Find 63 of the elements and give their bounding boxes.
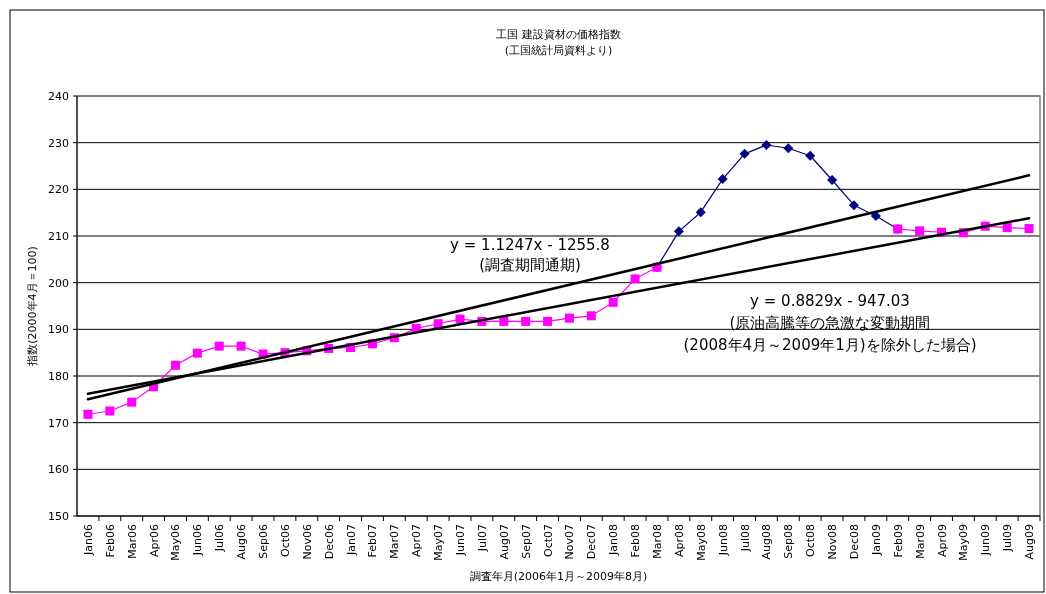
x-tick-label: Feb07: [366, 524, 380, 558]
annotation: y = 1.1247x - 1255.8: [450, 236, 610, 254]
annotation: y = 0.8829x - 947.03: [750, 292, 910, 310]
y-tick-label: 190: [48, 323, 69, 337]
x-tick-label: Mar09: [913, 524, 927, 559]
x-tick-label: Sep07: [519, 524, 533, 559]
x-tick-label: Apr07: [410, 524, 424, 558]
x-tick-label: Jun06: [191, 524, 205, 557]
x-tick-label: May08: [694, 524, 708, 561]
x-tick-label: May07: [432, 524, 446, 561]
x-tick-label: May06: [169, 524, 183, 561]
x-tick-label: Jul08: [738, 524, 752, 553]
y-tick-label: 210: [48, 229, 69, 243]
x-tick-label: Feb06: [103, 524, 117, 558]
x-tick-label: Dec08: [847, 524, 861, 560]
x-tick-label: Feb09: [891, 524, 905, 558]
annotation: (調査期間通期): [479, 256, 581, 274]
x-axis-title: 調査年月(2006年1月～2009年8月): [469, 570, 648, 583]
x-tick-label: Jul07: [475, 524, 489, 553]
x-tick-label: Dec06: [322, 524, 336, 560]
annotation: (2008年4月～2009年1月)を除外した場合): [683, 336, 977, 354]
y-tick-label: 170: [48, 416, 69, 430]
x-tick-label: Jan07: [344, 524, 358, 556]
x-tick-label: Aug07: [497, 524, 511, 560]
x-tick-label: Jul06: [213, 524, 227, 553]
x-tick-label: Nov08: [826, 524, 840, 560]
x-tick-label: Aug09: [1023, 524, 1037, 560]
x-tick-label: Oct07: [541, 524, 555, 558]
x-tick-label: Dec07: [585, 524, 599, 560]
y-tick-label: 230: [48, 136, 69, 150]
x-tick-label: Oct08: [804, 524, 818, 558]
x-tick-label: Jun08: [716, 524, 730, 557]
x-tick-label: Apr06: [147, 524, 161, 558]
y-tick-label: 220: [48, 183, 69, 197]
x-tick-label: Mar08: [650, 524, 664, 559]
y-tick-label: 150: [48, 509, 69, 523]
x-tick-label: Sep08: [782, 524, 796, 559]
chart-title: 工国 建設資材の価格指数: [496, 28, 621, 41]
x-tick-label: Aug06: [235, 524, 249, 560]
x-tick-label: Feb08: [629, 524, 643, 558]
x-tick-label: Apr09: [935, 524, 949, 558]
y-axis-title: 指数(2000年4月＝100): [26, 246, 39, 367]
y-tick-label: 160: [48, 463, 69, 477]
annotation: (原油高騰等の急激な変動期間: [729, 314, 931, 332]
x-tick-label: Jan09: [869, 524, 883, 556]
chart-subtitle: (工国統計局資料より): [504, 44, 613, 57]
y-tick-label: 180: [48, 369, 69, 383]
x-tick-label: Jan06: [81, 524, 95, 556]
x-tick-label: May09: [957, 524, 971, 561]
x-tick-label: Mar07: [388, 524, 402, 559]
x-tick-label: Jun07: [454, 524, 468, 557]
x-tick-label: Jan08: [607, 524, 621, 556]
x-tick-label: Mar06: [125, 524, 139, 559]
y-tick-label: 240: [48, 89, 69, 103]
x-tick-label: Jul09: [1001, 524, 1015, 553]
x-tick-label: Aug08: [760, 524, 774, 560]
x-tick-label: Jun09: [979, 524, 993, 557]
x-tick-label: Nov07: [563, 524, 577, 560]
y-tick-label: 200: [48, 276, 69, 290]
x-tick-label: Oct06: [278, 524, 292, 558]
x-tick-label: Nov06: [300, 524, 314, 560]
x-tick-label: Sep06: [257, 524, 271, 559]
x-tick-label: Apr08: [672, 524, 686, 558]
